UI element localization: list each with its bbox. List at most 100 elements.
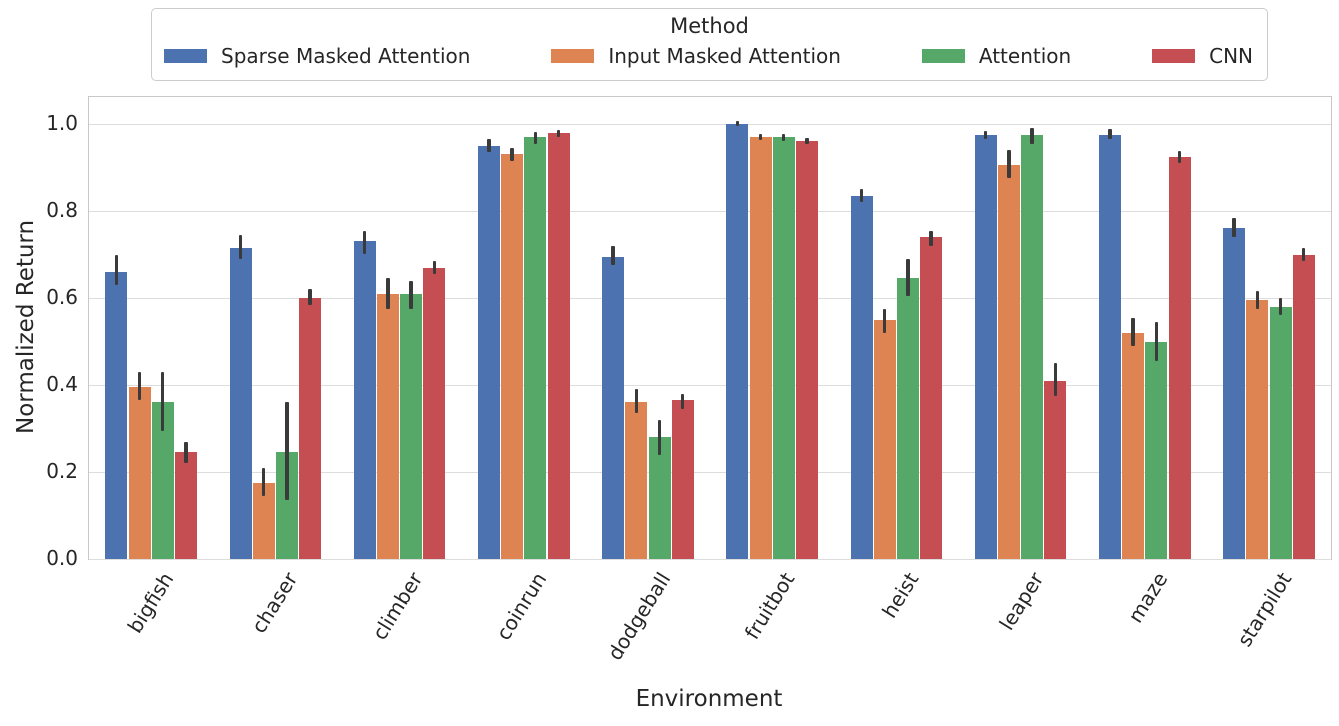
gridline bbox=[89, 124, 1331, 125]
bar-climber-sparse-masked-attention bbox=[353, 241, 376, 559]
error-bar bbox=[1030, 128, 1034, 144]
error-bar bbox=[1255, 291, 1260, 309]
error-bar bbox=[1232, 217, 1236, 238]
bar-dodgeball-cnn bbox=[671, 400, 694, 559]
bar-heist-cnn bbox=[920, 237, 943, 559]
legend-entry: Sparse Masked Attention bbox=[164, 44, 470, 68]
y-tick-label: 0.2 bbox=[46, 459, 78, 483]
error-bar bbox=[859, 189, 864, 203]
plot-area bbox=[88, 96, 1332, 560]
legend-entry-label: Input Masked Attention bbox=[608, 44, 841, 68]
error-bar bbox=[432, 261, 437, 275]
error-bar bbox=[114, 254, 119, 285]
legend-swatch-icon bbox=[1152, 49, 1196, 63]
x-axis-label: Environment bbox=[635, 686, 783, 712]
error-bar bbox=[781, 133, 786, 141]
y-tick-label: 1.0 bbox=[46, 111, 78, 135]
error-bar bbox=[308, 289, 312, 305]
error-bar bbox=[238, 234, 243, 259]
error-bar bbox=[533, 131, 538, 144]
error-bar bbox=[1278, 298, 1283, 316]
legend-entries: Sparse Masked Attention Input Masked Atte… bbox=[152, 38, 1267, 68]
error-bar bbox=[1007, 150, 1011, 179]
legend-swatch-icon bbox=[551, 49, 595, 63]
error-bar bbox=[160, 371, 165, 431]
error-bar bbox=[657, 419, 662, 455]
bar-fruitbot-attention bbox=[772, 137, 795, 559]
bar-leaper-input-masked-attention bbox=[997, 165, 1020, 559]
gridline bbox=[89, 472, 1331, 473]
error-bar bbox=[906, 258, 910, 296]
bar-fruitbot-sparse-masked-attention bbox=[726, 124, 749, 559]
bar-starpilot-cnn bbox=[1292, 254, 1315, 559]
legend-title: Method bbox=[670, 14, 749, 38]
legend: Method Sparse Masked Attention Input Mask… bbox=[151, 8, 1268, 81]
bar-starpilot-input-masked-attention bbox=[1246, 300, 1269, 559]
bar-coinrun-sparse-masked-attention bbox=[477, 145, 500, 559]
bar-coinrun-input-masked-attention bbox=[501, 154, 524, 559]
x-tick-label-starpilot: starpilot bbox=[1232, 568, 1297, 651]
bar-coinrun-attention bbox=[524, 137, 547, 559]
error-bar bbox=[611, 245, 615, 266]
error-bar bbox=[1177, 151, 1182, 164]
error-bar bbox=[362, 230, 367, 255]
legend-entry: CNN bbox=[1152, 44, 1253, 68]
bar-chaser-sparse-masked-attention bbox=[229, 247, 252, 559]
bar-maze-input-masked-attention bbox=[1122, 332, 1145, 559]
error-bar bbox=[1108, 129, 1112, 140]
legend-entry: Input Masked Attention bbox=[551, 44, 841, 68]
bar-bigfish-attention bbox=[151, 402, 174, 559]
bar-leaper-sparse-masked-attention bbox=[974, 134, 997, 559]
bar-bigfish-cnn bbox=[174, 452, 197, 559]
error-bar bbox=[758, 134, 763, 141]
bar-fruitbot-cnn bbox=[795, 141, 818, 559]
bar-climber-cnn bbox=[423, 267, 446, 559]
x-tick-label-climber: climber bbox=[366, 568, 427, 645]
error-bar bbox=[184, 441, 188, 464]
gridline bbox=[89, 385, 1331, 386]
error-bar bbox=[1301, 247, 1306, 262]
bar-maze-cnn bbox=[1168, 156, 1191, 559]
error-bar bbox=[556, 129, 561, 138]
bar-maze-attention bbox=[1145, 341, 1168, 559]
y-tick-label: 0.0 bbox=[46, 546, 78, 570]
error-bar bbox=[285, 402, 289, 501]
error-bar bbox=[487, 139, 491, 153]
error-bar bbox=[634, 389, 639, 414]
legend-swatch-icon bbox=[921, 49, 965, 63]
bar-starpilot-attention bbox=[1269, 306, 1292, 559]
legend-swatch-icon bbox=[164, 49, 207, 63]
y-tick-label: 0.4 bbox=[46, 372, 78, 396]
bar-climber-input-masked-attention bbox=[376, 293, 399, 559]
gridline bbox=[89, 559, 1331, 560]
error-bar bbox=[983, 130, 988, 140]
error-bar bbox=[1131, 317, 1135, 346]
x-tick-label-heist: heist bbox=[877, 568, 924, 623]
y-axis-label: Normalized Return bbox=[13, 219, 39, 435]
bar-chaser-input-masked-attention bbox=[252, 482, 275, 559]
gridline bbox=[89, 211, 1331, 212]
x-tick-label-leaper: leaper bbox=[993, 568, 1048, 635]
error-bar bbox=[1053, 363, 1058, 396]
bar-leaper-cnn bbox=[1044, 380, 1067, 559]
x-tick-label-bigfish: bigfish bbox=[122, 568, 179, 638]
x-tick-label-dodgeball: dodgeball bbox=[602, 568, 676, 665]
error-bar bbox=[882, 308, 887, 333]
legend-entry-label: Sparse Masked Attention bbox=[221, 44, 471, 68]
y-tick-label: 0.6 bbox=[46, 285, 78, 309]
error-bar bbox=[805, 138, 809, 145]
error-bar bbox=[137, 371, 142, 401]
x-tick-label-chaser: chaser bbox=[246, 568, 303, 638]
error-bar bbox=[409, 280, 413, 309]
error-bar bbox=[510, 147, 514, 161]
bar-fruitbot-input-masked-attention bbox=[749, 137, 772, 559]
bar-starpilot-sparse-masked-attention bbox=[1223, 228, 1246, 559]
error-bar bbox=[386, 278, 390, 309]
bar-heist-attention bbox=[896, 278, 919, 559]
bar-heist-input-masked-attention bbox=[873, 319, 896, 559]
error-bar bbox=[929, 230, 933, 246]
bar-bigfish-sparse-masked-attention bbox=[105, 271, 128, 559]
bar-dodgeball-input-masked-attention bbox=[625, 402, 648, 559]
bar-chaser-attention bbox=[275, 452, 298, 559]
